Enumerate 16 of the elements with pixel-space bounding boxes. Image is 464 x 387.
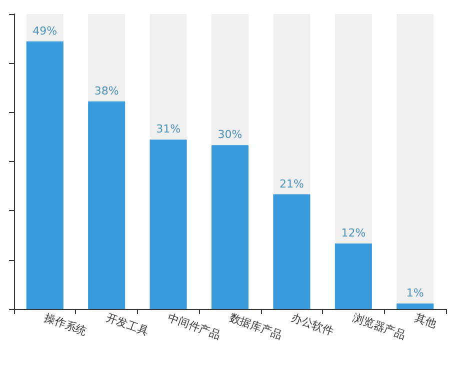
data-label: 12%: [341, 226, 366, 240]
x-tick-label: 开发工具: [104, 310, 150, 338]
x-tick-label: 其他: [412, 310, 438, 331]
data-label: 1%: [406, 286, 424, 300]
x-tick-label: 操作系统: [42, 310, 88, 338]
data-label: 49%: [32, 24, 58, 38]
x-tick-label: 数据库产品: [228, 310, 284, 342]
data-label: 21%: [279, 177, 304, 190]
x-tick-label: 浏览器产品: [351, 310, 408, 342]
bar: [396, 304, 434, 309]
bar: [334, 243, 372, 309]
data-label: 30%: [218, 128, 242, 142]
x-tick-label: 中间件产品: [166, 310, 222, 342]
data-label: 31%: [156, 122, 181, 136]
data-label: 38%: [94, 84, 119, 98]
x-tick-label: 办公软件: [289, 310, 336, 338]
